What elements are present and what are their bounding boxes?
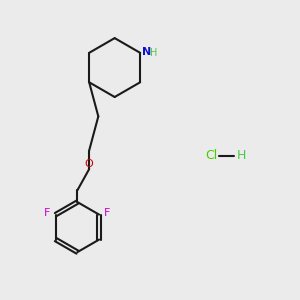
Text: N: N	[142, 47, 151, 57]
Text: F: F	[44, 208, 50, 218]
Text: O: O	[85, 159, 94, 169]
Text: H: H	[237, 149, 246, 162]
Text: H: H	[151, 48, 158, 59]
Text: F: F	[104, 208, 111, 218]
Text: Cl: Cl	[206, 149, 218, 162]
